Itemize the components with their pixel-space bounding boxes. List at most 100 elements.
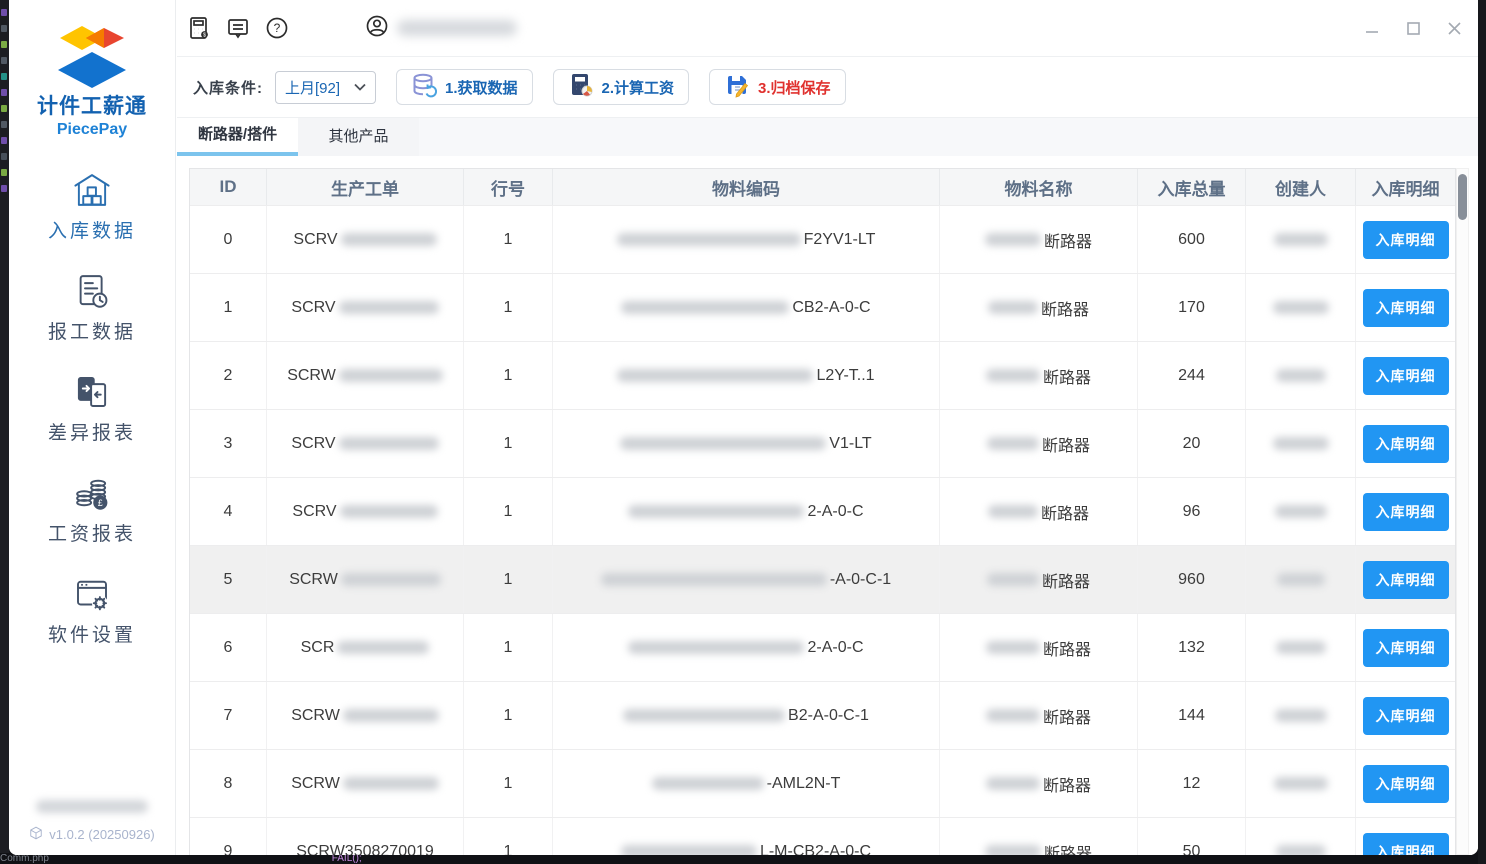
maximize-button[interactable] [1406,21,1421,36]
titlebar-icons: $ ? [187,16,289,40]
toolbar-button-3[interactable]: 3.归档保存 [709,69,846,105]
svg-text:?: ? [274,21,281,35]
tab-0[interactable]: 断路器/搭件 [177,118,298,156]
masked-text [987,301,1038,314]
table-row[interactable]: 0 SCRV 1 F2YV1-LT 断路器 600 入库明细 [190,205,1455,273]
feedback-icon[interactable] [226,16,250,40]
column-header: 行号 [464,169,553,205]
table-row[interactable]: 1 SCRV 1 CB2-A-0-C 断路器 170 入库明细 [190,273,1455,341]
cell-id: 4 [190,478,267,545]
inbound-detail-button[interactable]: 入库明细 [1362,696,1449,735]
inbound-detail-button[interactable]: 入库明细 [1362,220,1449,259]
masked-text [620,437,827,450]
masked-text [628,641,805,654]
cell-creator [1246,818,1356,855]
svg-text:£: £ [98,498,103,508]
inbound-detail-button[interactable]: 入库明细 [1362,628,1449,667]
sidebar-item-0[interactable]: 入库数据 [48,169,136,243]
cell-line-no: 1 [464,682,553,749]
masked-text [620,845,757,855]
cell-actions: 入库明细 [1356,614,1455,681]
inbound-detail-button[interactable]: 入库明细 [1362,424,1449,463]
inbound-detail-button[interactable]: 入库明细 [1362,356,1449,395]
cell-id: 8 [190,750,267,817]
cell-production-order: SCRV [267,478,464,545]
period-select[interactable]: 上月[92] [275,70,376,104]
table-row[interactable]: 5 SCRW 1 -A-0-C-1 断路器 960 入库明细 [190,545,1455,613]
minimize-button[interactable] [1365,21,1380,36]
cell-material-name: 断路器 [940,818,1138,855]
tab-1[interactable]: 其他产品 [298,118,419,156]
sidebar-item-label: 差异报表 [47,423,136,444]
cell-total-qty: 600 [1138,206,1246,273]
cell-material-code: V1-LT [553,410,940,477]
inbound-detail-button[interactable]: 入库明细 [1362,288,1449,327]
cell-total-qty: 20 [1138,410,1246,477]
work-report-icon [71,270,113,312]
cell-line-no: 1 [464,750,553,817]
cell-id: 6 [190,614,267,681]
masked-text [985,777,1040,790]
cell-line-no: 1 [464,614,553,681]
cell-production-order: SCRW [267,750,464,817]
masked-text [616,233,801,246]
cell-id: 0 [190,206,267,273]
masked-text [984,233,1041,246]
inbound-detail-button[interactable]: 入库明细 [1362,560,1449,599]
cell-total-qty: 170 [1138,274,1246,341]
close-button[interactable] [1447,21,1462,36]
column-header: 入库总量 [1138,169,1246,205]
inbound-detail-button[interactable]: 入库明细 [1362,764,1449,803]
masked-text [1274,505,1327,518]
cell-id: 2 [190,342,267,409]
cell-material-code: B2-A-0-C-1 [553,682,940,749]
table-row[interactable]: 2 SCRW 1 L2Y-T..1 断路器 244 入库明细 [190,341,1455,409]
scrollbar-thumb[interactable] [1458,174,1467,220]
cell-material-name: 断路器 [940,682,1138,749]
sidebar-item-2[interactable]: 差异报表 [48,371,136,445]
toolbar-button-label: 1.获取数据 [445,79,518,97]
table-row[interactable]: 6 SCR 1 2-A-0-C 断路器 132 入库明细 [190,613,1455,681]
background-filename: Comm.php [0,853,49,864]
masked-text [339,505,438,518]
inbound-detail-button[interactable]: 入库明细 [1362,492,1449,531]
user-icon [365,14,389,43]
tab-strip: 断路器/搭件 其他产品 [177,118,1478,156]
table-scrollbar[interactable] [1456,168,1469,855]
masked-text [623,709,786,722]
table-content: ID 生产工单 行号 物料编码 物料名称 入库总量 创建人 入库明细 0 SCRV 1 F2YV1-… [177,157,1478,855]
toolbar-button-1[interactable]: 1.获取数据 [396,69,533,105]
column-header: 生产工单 [267,169,464,205]
column-header: 创建人 [1246,169,1356,205]
toolbar-button-2[interactable]: 2.计算工资 [552,69,690,105]
masked-text [340,573,441,586]
inbound-detail-button[interactable]: 入库明细 [1362,832,1449,855]
diff-report-icon [71,371,113,413]
table-row[interactable]: 8 SCRW 1 -AML2N-T 断路器 12 入库明细 [190,749,1455,817]
cell-creator [1246,682,1356,749]
cell-creator [1246,478,1356,545]
masked-text [338,301,439,314]
cell-id: 7 [190,682,267,749]
cell-actions: 入库明细 [1356,750,1455,817]
masked-text [621,301,790,314]
table-row[interactable]: 9 SCRW3508270019 1 L-M-CB2-A-0-C 断路器 50 入库明细 [190,817,1455,855]
sidebar-item-4[interactable]: 软件设置 [48,573,136,647]
help-icon[interactable]: ? [265,16,289,40]
cell-creator [1246,614,1356,681]
warehouse-icon [71,169,113,211]
masked-text [1274,709,1327,722]
calculator-icon[interactable]: $ [187,16,211,40]
cell-line-no: 1 [464,818,553,855]
app-logo-icon [52,16,132,88]
masked-text [342,709,439,722]
sidebar-item-label: 软件设置 [47,625,136,646]
table-row[interactable]: 4 SCRV 1 2-A-0-C 断路器 96 入库明细 [190,477,1455,545]
cell-material-name: 断路器 [940,206,1138,273]
user-menu[interactable] [365,14,517,43]
sidebar-item-3[interactable]: £ 工资报表 [48,472,136,546]
table-row[interactable]: 3 SCRV 1 V1-LT 断路器 20 入库明细 [190,409,1455,477]
masked-text [617,369,814,382]
sidebar-item-1[interactable]: 报工数据 [48,270,136,344]
table-row[interactable]: 7 SCRW 1 B2-A-0-C-1 断路器 144 入库明细 [190,681,1455,749]
